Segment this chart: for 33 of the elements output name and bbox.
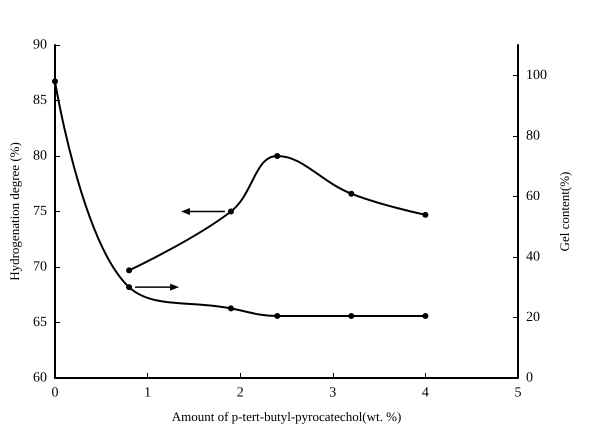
y-tick-label: 60	[33, 370, 47, 386]
point	[52, 78, 58, 84]
y2-tick-label: 60	[526, 188, 540, 204]
y-tick-label: 80	[33, 148, 47, 164]
y2-tick-label: 20	[526, 310, 540, 325]
point	[422, 212, 428, 218]
y2-axis-title: Gel content(%)	[556, 172, 572, 252]
point	[274, 312, 280, 319]
y-tick-label: 90	[33, 38, 47, 52]
x-tick-label: 1	[144, 386, 152, 400]
y2-tick-label: 0	[526, 370, 533, 386]
point	[228, 305, 234, 312]
point	[228, 208, 234, 214]
x-tick-label: 0	[52, 386, 58, 400]
y-tick-label: 70	[33, 260, 47, 274]
y-tick-label: 85	[33, 93, 47, 108]
point	[274, 153, 280, 159]
x-tick-label: 4	[422, 386, 429, 400]
x-tick-label: 3	[329, 386, 336, 400]
y2-tick-label: 40	[526, 249, 540, 264]
y-tick-label: 65	[33, 315, 47, 330]
point	[126, 284, 132, 290]
point	[348, 312, 354, 319]
y2-tick-label: 80	[526, 128, 540, 144]
y2-tick-label: 100	[526, 68, 547, 83]
x-tick-label: 2	[236, 386, 244, 400]
point	[348, 190, 354, 197]
point	[126, 267, 132, 274]
x-tick-label: 5	[514, 386, 522, 400]
y-tick-label: 75	[33, 204, 47, 219]
point	[422, 312, 428, 319]
x-axis-title: Amount of p-tert-butyl-pyrocatechol(wt. %)	[172, 409, 402, 424]
y-axis-title: Hydrogenation degree (%)	[7, 142, 22, 281]
